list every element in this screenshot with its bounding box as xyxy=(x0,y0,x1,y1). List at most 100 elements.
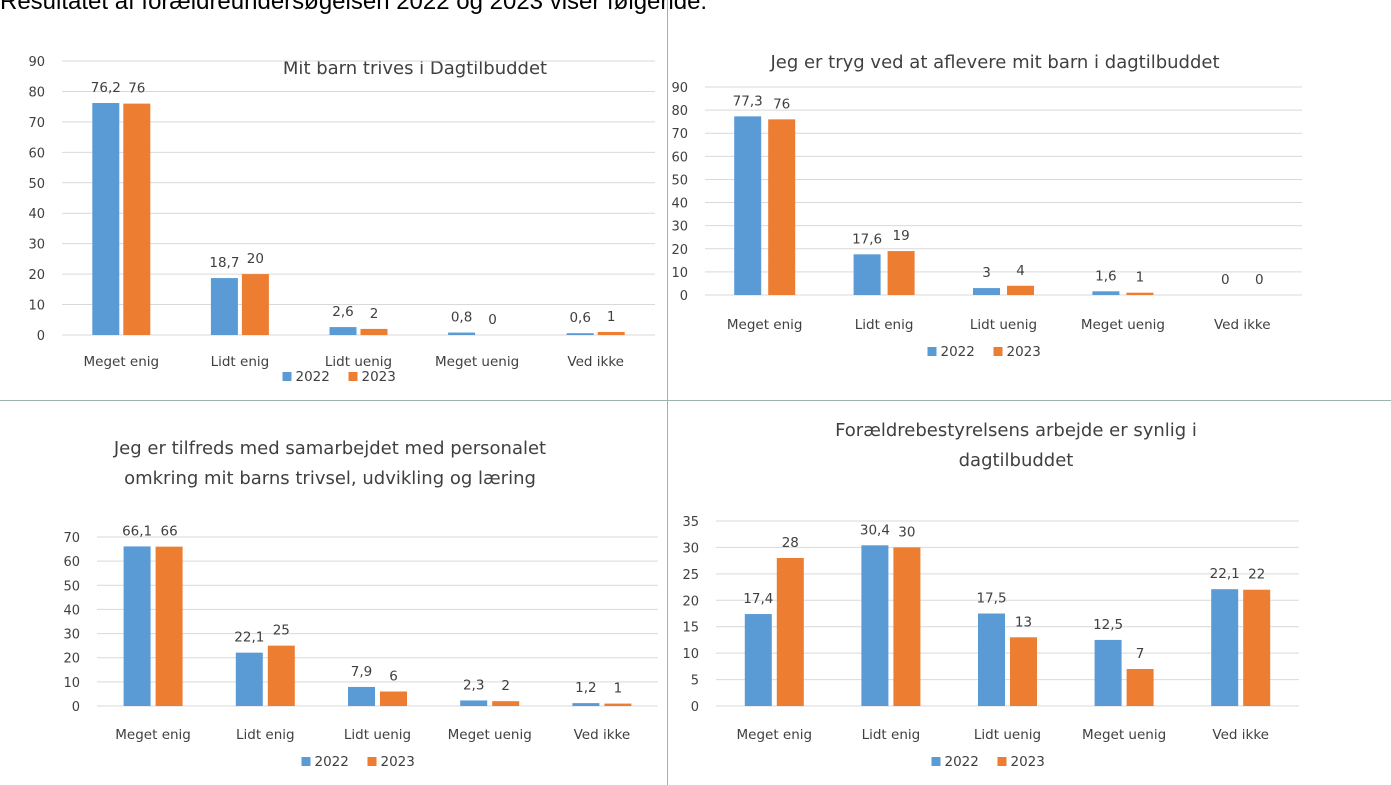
category-label: Ved ikke xyxy=(567,354,624,370)
y-tick-label: 20 xyxy=(28,268,45,283)
y-tick-label: 70 xyxy=(63,531,80,546)
y-tick-label: 0 xyxy=(72,700,80,715)
legend-label: 2023 xyxy=(1011,754,1045,770)
bar-2022-2 xyxy=(978,613,1005,706)
legend-swatch-2022 xyxy=(931,757,941,766)
bar-2023-3 xyxy=(1126,669,1154,706)
data-label: 1 xyxy=(607,309,616,325)
bar-2022-1 xyxy=(853,254,881,295)
legend-swatch-2022 xyxy=(927,347,937,356)
y-tick-label: 40 xyxy=(63,603,80,618)
legend-label: 2023 xyxy=(1007,344,1041,360)
category-label: Lidt uenig xyxy=(974,727,1041,743)
bar-2023-1 xyxy=(887,251,915,295)
legend-swatch-2023 xyxy=(348,372,358,381)
data-label: 13 xyxy=(1015,614,1032,630)
category-label: Lidt uenig xyxy=(344,727,411,743)
chart-title: Jeg er tilfreds med samarbejdet med pers… xyxy=(113,438,546,459)
data-label: 17,4 xyxy=(743,591,773,607)
bar-2023-0 xyxy=(123,103,151,335)
category-label: Meget enig xyxy=(727,317,803,333)
bar-2022-3 xyxy=(1094,639,1122,706)
y-tick-label: 30 xyxy=(682,541,699,556)
y-tick-label: 10 xyxy=(671,266,688,281)
chart-title: Forældrebestyrelsens arbejde er synlig i xyxy=(835,420,1197,441)
y-tick-label: 50 xyxy=(63,579,80,594)
bar-2022-3 xyxy=(460,700,488,706)
y-tick-label: 0 xyxy=(691,700,699,715)
y-tick-label: 30 xyxy=(63,628,80,643)
data-label: 66 xyxy=(161,524,178,540)
y-tick-label: 20 xyxy=(682,594,699,609)
bar-2023-2 xyxy=(380,691,407,706)
data-label: 20 xyxy=(247,251,264,267)
category-label: Meget enig xyxy=(83,354,159,370)
data-label: 1 xyxy=(1136,270,1145,286)
y-tick-label: 25 xyxy=(682,568,699,583)
chart-tryg: Jeg er tryg ved at aflevere mit barn i d… xyxy=(671,52,1302,360)
category-label: Ved ikke xyxy=(1212,727,1269,743)
chart-samarbejde: Jeg er tilfreds med samarbejdet med pers… xyxy=(63,438,658,770)
category-label: Meget uenig xyxy=(1082,727,1166,743)
bar-2022-0 xyxy=(744,614,772,706)
bar-2022-1 xyxy=(861,545,889,706)
bar-2023-4 xyxy=(604,703,632,706)
category-label: Lidt enig xyxy=(862,727,921,743)
bar-2022-0 xyxy=(734,116,762,296)
horizontal-divider xyxy=(0,400,1391,401)
category-label: Meget uenig xyxy=(1081,317,1165,333)
bar-2023-1 xyxy=(241,274,269,335)
chart-title: dagtilbuddet xyxy=(959,450,1074,471)
bar-2022-0 xyxy=(123,546,151,706)
data-label: 7,9 xyxy=(351,664,372,680)
y-tick-label: 90 xyxy=(671,81,688,96)
data-label: 17,6 xyxy=(852,231,882,247)
data-label: 2 xyxy=(370,306,379,322)
y-tick-label: 20 xyxy=(63,652,80,667)
y-tick-label: 40 xyxy=(671,197,688,212)
data-label: 76 xyxy=(128,81,145,97)
y-tick-label: 0 xyxy=(37,329,45,344)
y-tick-label: 60 xyxy=(63,555,80,570)
data-label: 6 xyxy=(389,669,398,685)
data-label: 76,2 xyxy=(91,80,121,96)
legend-label: 2022 xyxy=(315,754,349,770)
legend-label: 2022 xyxy=(945,754,979,770)
chart-title: Mit barn trives i Dagtilbuddet xyxy=(283,58,547,79)
y-tick-label: 0 xyxy=(680,289,688,304)
data-label: 0,6 xyxy=(569,310,590,326)
y-tick-label: 15 xyxy=(682,621,699,636)
bar-2023-4 xyxy=(1243,589,1271,706)
legend-swatch-2023 xyxy=(997,757,1007,766)
y-tick-label: 10 xyxy=(63,676,80,691)
category-label: Ved ikke xyxy=(1214,317,1271,333)
y-tick-label: 60 xyxy=(28,146,45,161)
vertical-divider xyxy=(667,0,668,785)
category-label: Lidt enig xyxy=(236,727,295,743)
legend-label: 2022 xyxy=(941,344,975,360)
y-tick-label: 40 xyxy=(28,207,45,222)
y-tick-label: 60 xyxy=(671,150,688,165)
y-tick-label: 70 xyxy=(28,116,45,131)
data-label: 30,4 xyxy=(860,522,890,538)
data-label: 22,1 xyxy=(234,630,264,646)
data-label: 30 xyxy=(898,524,915,540)
bar-2023-3 xyxy=(1126,292,1154,295)
bar-2022-2 xyxy=(329,327,357,335)
chart-title: Jeg er tryg ved at aflevere mit barn i d… xyxy=(769,52,1219,73)
bar-2023-2 xyxy=(360,328,388,335)
data-label: 28 xyxy=(782,535,799,551)
chart-trives: Mit barn trives i Dagtilbuddet0102030405… xyxy=(28,55,655,385)
category-label: Lidt uenig xyxy=(970,317,1037,333)
data-label: 1,2 xyxy=(575,680,596,696)
bar-2022-2 xyxy=(973,288,1000,295)
legend-swatch-2022 xyxy=(301,757,311,766)
y-tick-label: 50 xyxy=(671,173,688,188)
y-tick-label: 80 xyxy=(28,85,45,100)
category-label: Meget uenig xyxy=(448,727,532,743)
category-label: Meget enig xyxy=(115,727,191,743)
data-label: 22 xyxy=(1248,567,1265,583)
y-tick-label: 90 xyxy=(28,55,45,70)
bar-2022-1 xyxy=(210,278,238,335)
data-label: 3 xyxy=(982,265,991,281)
